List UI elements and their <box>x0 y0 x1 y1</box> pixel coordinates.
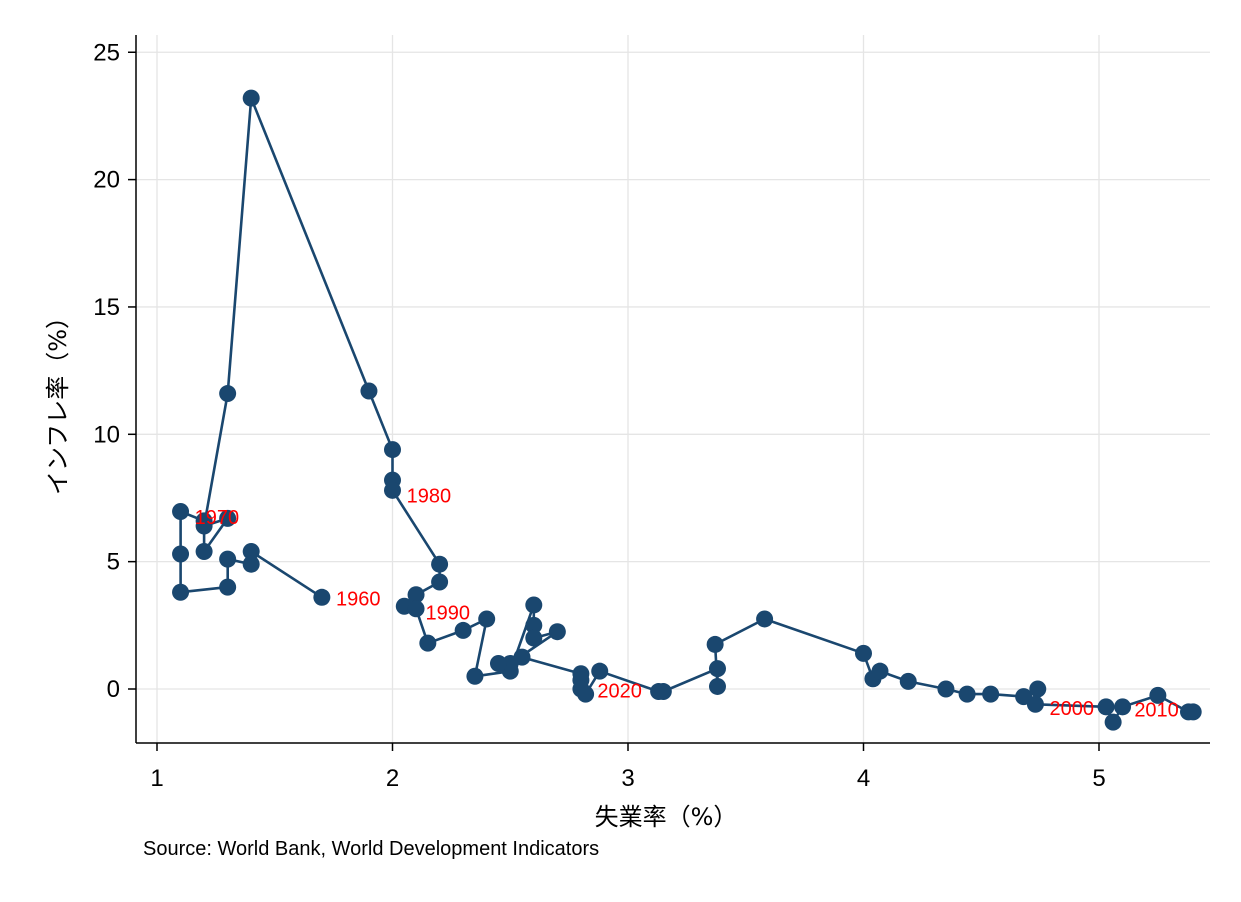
data-point <box>384 441 401 459</box>
data-point <box>548 623 566 641</box>
year-label: 1990 <box>425 603 470 625</box>
data-point <box>937 680 955 698</box>
data-point <box>1114 698 1132 716</box>
x-tick-label: 4 <box>857 765 870 792</box>
data-point <box>407 586 425 604</box>
data-point <box>654 683 672 701</box>
data-point <box>1029 680 1047 698</box>
y-axis-ticks: 0 5 10 15 20 25 <box>93 39 136 703</box>
y-tick-label: 15 <box>93 294 120 321</box>
data-point <box>219 550 237 568</box>
y-tick-label: 20 <box>93 167 120 194</box>
data-point <box>172 545 190 563</box>
data-point <box>242 555 260 573</box>
data-point <box>219 509 237 527</box>
series-line <box>179 96 1194 724</box>
y-tick-label: 10 <box>93 421 120 448</box>
data-point <box>466 667 484 685</box>
data-point <box>407 600 425 618</box>
year-label: 1980 <box>407 485 452 507</box>
data-point <box>478 610 496 628</box>
data-point <box>855 644 872 662</box>
data-point <box>431 573 449 591</box>
data-point <box>360 382 378 400</box>
source-note: Source: World Bank, World Development In… <box>143 838 600 860</box>
data-point <box>708 660 726 678</box>
data-point <box>172 583 190 601</box>
year-label: 1960 <box>336 589 381 611</box>
data-point <box>591 662 609 680</box>
data-point <box>313 588 331 606</box>
data-point <box>871 662 889 680</box>
x-axis-ticks: 1 2 3 4 5 <box>150 743 1106 792</box>
data-point <box>525 596 543 614</box>
x-tick-label: 5 <box>1092 765 1105 792</box>
data-point <box>219 578 237 596</box>
data-point <box>1184 703 1202 721</box>
grid-lines <box>136 35 1210 743</box>
year-label: 1970 <box>195 507 240 529</box>
data-point <box>577 685 595 703</box>
data-points <box>172 89 1202 731</box>
data-point <box>756 610 774 628</box>
data-point <box>899 672 917 690</box>
year-annotations: 1960 1970 1980 1990 2000 2010 2020 <box>195 485 1179 721</box>
data-point <box>525 616 543 634</box>
x-tick-label: 3 <box>621 765 634 792</box>
year-label: 2010 <box>1134 699 1179 721</box>
data-point <box>419 634 437 652</box>
data-point <box>1097 698 1115 716</box>
data-point <box>525 629 543 647</box>
y-tick-label: 5 <box>107 549 120 576</box>
x-axis-title: 失業率（%） <box>595 803 738 831</box>
axes <box>135 35 1210 744</box>
data-point <box>489 655 507 673</box>
data-point <box>513 648 531 666</box>
data-point <box>242 542 260 560</box>
data-point <box>384 481 401 499</box>
data-point <box>706 635 724 653</box>
data-point <box>958 685 976 703</box>
y-tick-label: 25 <box>93 39 120 66</box>
data-point <box>431 555 449 573</box>
data-point <box>195 542 213 560</box>
y-tick-label: 0 <box>107 676 120 703</box>
data-point <box>982 685 1000 703</box>
data-point <box>242 89 260 107</box>
x-tick-label: 2 <box>386 765 399 792</box>
data-point <box>1026 695 1044 713</box>
x-tick-label: 1 <box>150 765 163 792</box>
year-label: 2000 <box>1050 698 1095 720</box>
data-point <box>1149 686 1167 704</box>
data-point <box>172 502 190 520</box>
data-point <box>708 677 726 695</box>
year-label: 2020 <box>597 680 642 702</box>
y-axis-title: インフレ率（%） <box>44 305 72 495</box>
data-point <box>195 517 213 535</box>
data-point <box>219 385 237 403</box>
data-point <box>1104 713 1122 731</box>
data-point <box>454 621 472 639</box>
